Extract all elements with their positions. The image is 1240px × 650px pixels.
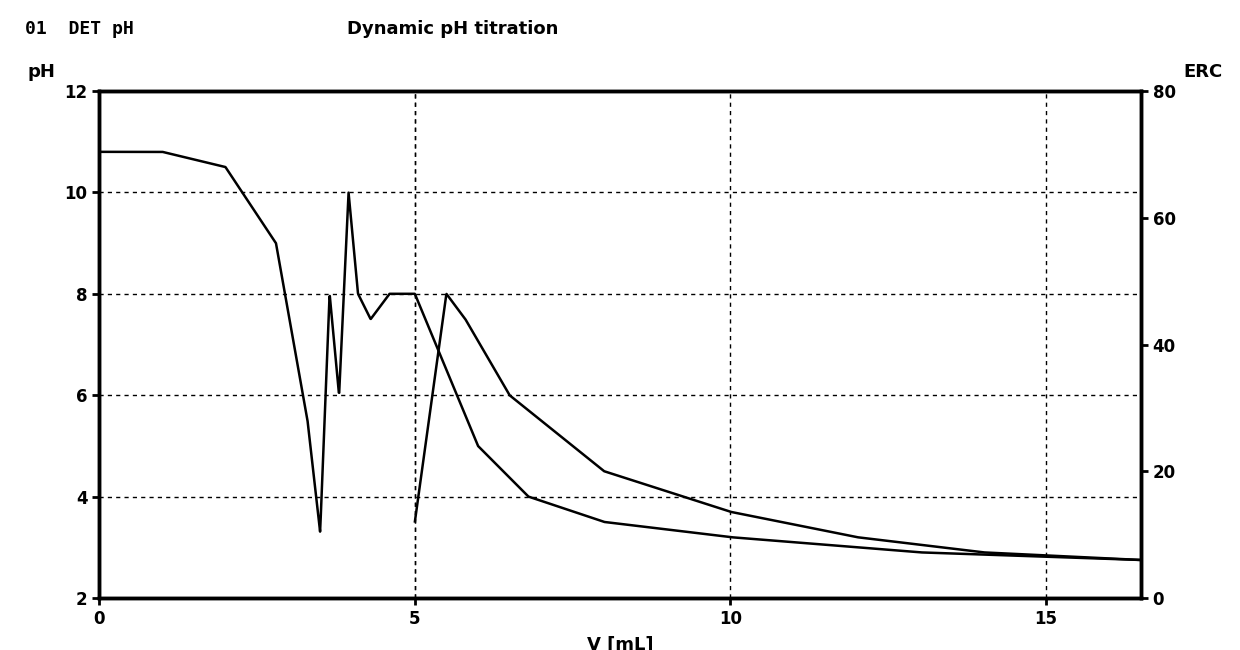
Text: Dynamic pH titration: Dynamic pH titration xyxy=(347,20,558,38)
Text: pH: pH xyxy=(29,63,56,81)
Text: 01  DET pH: 01 DET pH xyxy=(25,20,134,38)
X-axis label: V [mL]: V [mL] xyxy=(587,636,653,650)
Text: ERC: ERC xyxy=(1184,63,1223,81)
